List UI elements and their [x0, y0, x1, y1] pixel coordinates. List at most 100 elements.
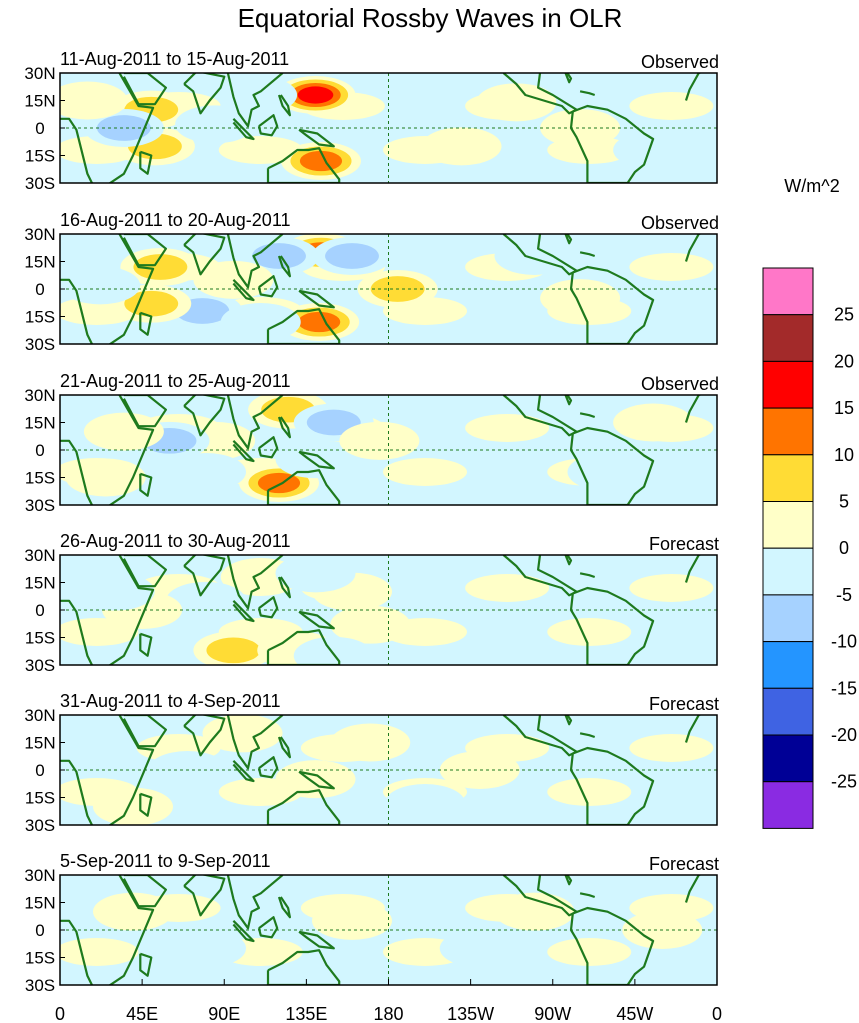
olr-anomaly-blob [166, 929, 246, 968]
weak-anomaly-band [629, 574, 714, 602]
olr-anomaly-blob [93, 787, 173, 825]
coastline [122, 73, 167, 106]
panel-type: Observed [641, 52, 719, 72]
lat-tick-label: 15N [24, 414, 55, 433]
weak-anomaly-band [383, 458, 467, 486]
panel-type: Forecast [649, 694, 719, 714]
coastline [122, 555, 167, 588]
coastline [297, 225, 315, 232]
coastline [257, 916, 279, 939]
coastline [139, 472, 153, 497]
lat-tick-label: 15S [25, 949, 55, 968]
lat-tick-label: 15S [25, 629, 55, 648]
colorbar-swatch [762, 501, 814, 549]
colorbar-label: -5 [836, 585, 852, 605]
colorbar-swatch [762, 734, 814, 783]
coastline [297, 866, 315, 873]
coastline [298, 450, 335, 470]
colorbar-label: 20 [834, 351, 854, 371]
map-panel: 31-Aug-2011 to 4-Sep-2011 Forecast 30N 15N 0… [24, 691, 719, 835]
coastline [298, 289, 335, 309]
olr-anomaly-blob [312, 901, 392, 940]
olr-anomaly-blob [74, 572, 155, 611]
lat-tick-label: 15S [25, 147, 55, 166]
coastline [564, 555, 573, 566]
coastline [60, 715, 155, 825]
weak-anomaly-band [629, 92, 714, 120]
coastline [60, 73, 155, 183]
coastline [502, 234, 578, 276]
olr-anomaly-blob [202, 715, 283, 753]
coastline [569, 426, 655, 505]
colorbar-swatch [762, 547, 814, 596]
coastline [569, 906, 655, 985]
coastline [579, 90, 596, 97]
weak-anomaly-band [547, 778, 632, 806]
colorbar-swatch [762, 314, 814, 362]
coastline [232, 279, 255, 302]
lon-tick-label: 135W [447, 1004, 494, 1023]
lat-tick-label: 30N [24, 546, 55, 565]
coastline [122, 715, 167, 748]
coastline [277, 255, 291, 278]
olr-anomaly-blob [96, 115, 151, 141]
lat-tick-label: 30N [24, 866, 55, 885]
olr-anomaly-blob [175, 105, 256, 144]
weak-anomaly-band [547, 618, 632, 646]
olr-anomaly-blob [220, 303, 301, 341]
coastline [122, 395, 167, 428]
olr-anomaly-blob [540, 109, 621, 147]
colorbar-swatch [762, 641, 814, 689]
coastline [183, 234, 226, 276]
coastline [183, 875, 226, 917]
olr-anomaly-blob [60, 266, 141, 305]
olr-anomaly-blob [133, 254, 188, 280]
coastline [226, 715, 284, 770]
coastline [266, 147, 341, 183]
coastline [297, 706, 315, 713]
coastline [122, 234, 167, 267]
lon-tick-label: 135E [285, 1004, 327, 1023]
colorbar-swatch [762, 687, 814, 736]
olr-anomaly-blob [83, 412, 164, 451]
coastline [226, 73, 284, 128]
coastline [139, 311, 153, 336]
coastline [569, 104, 655, 183]
lat-tick-label: 30S [25, 656, 55, 675]
units-label: W/m^2 [784, 176, 839, 196]
coastline [139, 150, 153, 175]
coastline [139, 792, 153, 817]
coastline [257, 275, 279, 298]
colorbar-swatch [762, 407, 814, 456]
panel-period: 5-Sep-2011 to 9-Sep-2011 [60, 851, 270, 871]
coastline [298, 610, 335, 630]
coastline [579, 892, 596, 899]
coastline [502, 555, 578, 597]
olr-anomaly-blob [385, 784, 465, 822]
olr-anomaly-blob [494, 237, 575, 275]
olr-anomaly-blob [306, 409, 361, 436]
coastline [257, 596, 279, 619]
coastline [684, 875, 700, 903]
coastline [564, 395, 573, 406]
lon-tick-label: 45W [616, 1004, 653, 1023]
lat-tick-label: 0 [35, 921, 44, 940]
colorbar-label: -15 [831, 678, 857, 698]
lat-tick-label: 0 [35, 280, 44, 299]
weak-anomaly-band [218, 136, 303, 164]
lat-tick-label: 0 [35, 601, 44, 620]
coastline [183, 73, 226, 115]
coastline [226, 395, 284, 450]
coastline [277, 416, 291, 439]
panel-type: Forecast [649, 534, 719, 554]
coastline [183, 555, 226, 597]
coastline [122, 875, 167, 908]
coastline [266, 949, 341, 985]
colorbar-swatch [762, 781, 814, 829]
olr-anomaly-blob [275, 760, 356, 799]
colorbar-swatch [762, 360, 814, 409]
lat-tick-label: 30S [25, 335, 55, 354]
coastline [298, 770, 335, 790]
coastline [297, 546, 315, 553]
coastline [183, 715, 226, 757]
